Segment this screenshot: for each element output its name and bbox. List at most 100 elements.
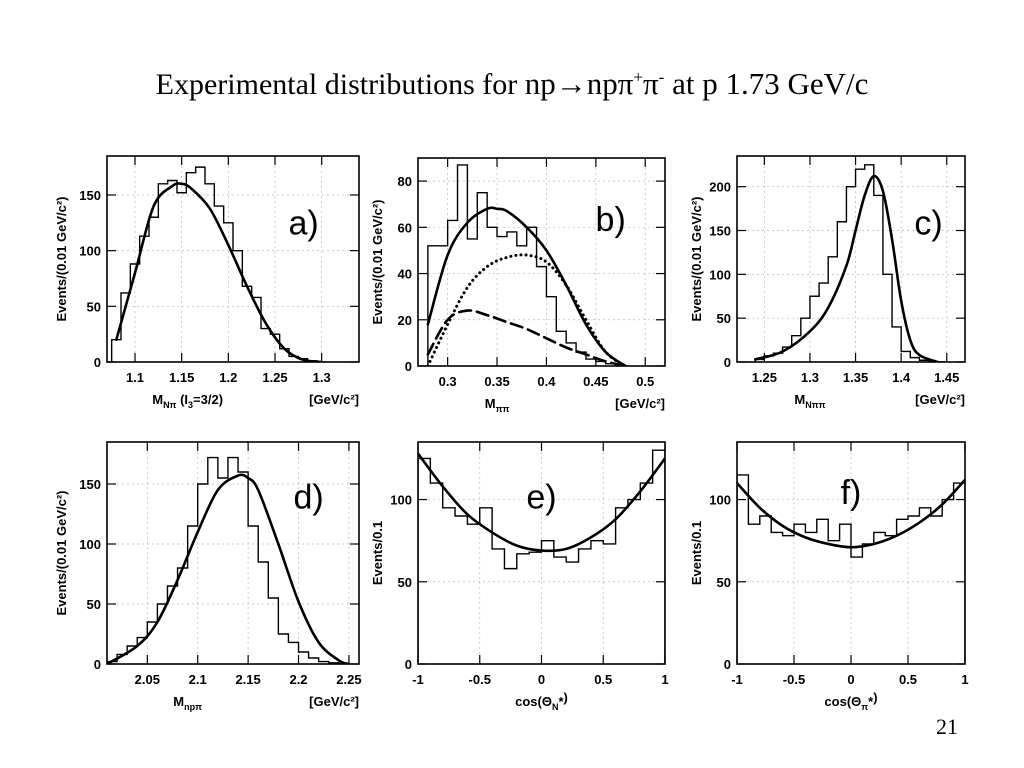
panel-label: a) bbox=[288, 204, 318, 242]
x-tick-label: 0.45 bbox=[583, 374, 608, 389]
y-tick-label: 0 bbox=[94, 657, 101, 672]
y-tick-label: 50 bbox=[717, 575, 731, 590]
x-axis-label: cos(Θπ*) bbox=[824, 690, 877, 712]
reaction-text: np→npπ bbox=[524, 66, 634, 101]
reaction-minus: - bbox=[658, 67, 665, 87]
x-tick-label: 1.4 bbox=[892, 370, 911, 385]
fit-curve-solid bbox=[737, 478, 965, 549]
y-tick-label: 50 bbox=[87, 597, 101, 612]
panel-c: 1.25 1.3 1.35 1.4 1.45 0 50 100 150 200 Events/(0.… bbox=[689, 155, 966, 410]
panel-e: -1 -0.5 0 0.5 1 0 50 100 Events/0.1 cos(ΘN*) e) bbox=[370, 441, 669, 712]
y-tick-label: 80 bbox=[398, 174, 412, 189]
x-axis-label: MNππ bbox=[794, 392, 825, 410]
y-tick-label: 100 bbox=[390, 493, 412, 508]
y-tick-label: 100 bbox=[709, 267, 731, 282]
page-number: 21 bbox=[936, 714, 958, 739]
x-label-mid: * bbox=[868, 694, 874, 709]
x-tick-label: 1.25 bbox=[752, 370, 777, 385]
x-label-main: cos(Θ bbox=[515, 694, 552, 709]
fit-curve-dashed bbox=[426, 309, 627, 366]
y-tick-label: 40 bbox=[398, 267, 412, 282]
y-tick-label: 0 bbox=[94, 355, 101, 370]
x-tick-label: 1.35 bbox=[843, 370, 868, 385]
x-label-main: M bbox=[152, 392, 163, 407]
panel-label: c) bbox=[914, 204, 942, 242]
fit-curve-solid bbox=[426, 206, 627, 366]
fit-curve-dotted bbox=[426, 253, 627, 366]
reaction-plus: + bbox=[633, 67, 643, 87]
y-tick-label: 150 bbox=[79, 188, 101, 203]
x-axis-unit: [GeV/c²] bbox=[309, 392, 359, 407]
y-tick-label: 60 bbox=[398, 220, 412, 235]
y-tick-label: 200 bbox=[709, 180, 731, 195]
fit-curve-solid bbox=[418, 452, 665, 553]
x-tick-label: 2.25 bbox=[336, 672, 361, 687]
x-tick-label: 2.15 bbox=[235, 672, 260, 687]
title-suffix: at p 1.73 GeV/c bbox=[672, 66, 869, 101]
plot-frame bbox=[106, 441, 360, 665]
x-tick-label: -1 bbox=[731, 672, 743, 687]
x-axis-label: cos(ΘN*) bbox=[515, 690, 568, 712]
panel-b: 0.3 0.35 0.4 0.45 0.5 0 20 40 60 80 Events/(0.01 G… bbox=[370, 157, 666, 414]
x-label-sub2: ) bbox=[873, 690, 877, 705]
y-tick-label: 50 bbox=[398, 575, 412, 590]
x-tick-label: 1 bbox=[661, 672, 668, 687]
y-axis-label: Events/0.1 bbox=[370, 521, 385, 585]
x-label-sub: ππ bbox=[496, 404, 510, 414]
panel-d: 2.05 2.1 2.15 2.2 2.25 0 50 100 150 Events/(0.01 … bbox=[54, 441, 362, 712]
y-tick-label: 0 bbox=[405, 359, 412, 374]
x-axis-label: Mππ bbox=[485, 396, 510, 414]
x-label-main: M bbox=[794, 392, 805, 407]
x-tick-label: 1.25 bbox=[262, 370, 287, 385]
y-tick-label: 50 bbox=[717, 311, 731, 326]
x-axis-label: Mnpπ bbox=[173, 694, 202, 712]
fit-curve-solid bbox=[107, 473, 351, 664]
x-tick-label: 0.4 bbox=[537, 374, 556, 389]
histogram bbox=[754, 164, 947, 362]
y-tick-label: 0 bbox=[724, 355, 731, 370]
fit-curve-solid bbox=[115, 182, 323, 362]
y-tick-label: 150 bbox=[709, 224, 731, 239]
x-label-sub: N bbox=[552, 702, 559, 712]
title-reaction: np→npπ+π- at p 1.73 GeV/c bbox=[525, 66, 869, 101]
panel-label: d) bbox=[293, 479, 323, 517]
x-axis-unit: [GeV/c²] bbox=[915, 392, 965, 407]
y-axis-label: Events/(0.01 GeV/c²) bbox=[54, 197, 69, 322]
x-label-mid: (I bbox=[176, 392, 188, 407]
x-tick-label: 1.2 bbox=[219, 370, 237, 385]
x-tick-label: -0.5 bbox=[783, 672, 805, 687]
y-tick-label: 100 bbox=[79, 537, 101, 552]
x-tick-label: 0.5 bbox=[594, 672, 612, 687]
x-label-sub2: ) bbox=[564, 690, 568, 705]
x-label-sub: π bbox=[861, 702, 868, 712]
x-label-main: cos(Θ bbox=[824, 694, 861, 709]
x-tick-label: -1 bbox=[412, 672, 424, 687]
slide-title: Experimental distributions for np→npπ+π-… bbox=[0, 66, 1024, 102]
x-tick-label: 0 bbox=[847, 672, 854, 687]
panel-label: f) bbox=[841, 474, 862, 512]
x-tick-label: 2.1 bbox=[189, 672, 207, 687]
x-tick-label: 1.3 bbox=[313, 370, 331, 385]
x-label-main: M bbox=[173, 694, 184, 709]
x-tick-label: 1.45 bbox=[934, 370, 959, 385]
x-axis-label: MNπ (I3=3/2) bbox=[152, 392, 223, 410]
plot-frame bbox=[736, 155, 966, 363]
histogram bbox=[427, 164, 626, 366]
y-axis-label: Events/(0.01 GeV/c²) bbox=[54, 491, 69, 616]
x-tick-label: 1.1 bbox=[126, 370, 144, 385]
x-label-mid: * bbox=[558, 694, 564, 709]
plot-frame bbox=[106, 155, 360, 363]
y-axis-label: Events/0.1 bbox=[689, 521, 704, 585]
x-tick-label: 1.3 bbox=[801, 370, 819, 385]
x-tick-label: 2.05 bbox=[135, 672, 160, 687]
panel-label: e) bbox=[526, 479, 556, 517]
x-tick-label: 0.5 bbox=[636, 374, 654, 389]
x-label-main: M bbox=[485, 396, 496, 411]
x-label-sub: Nππ bbox=[805, 400, 825, 410]
x-tick-label: 0.35 bbox=[484, 374, 509, 389]
x-tick-label: 0.5 bbox=[899, 672, 917, 687]
y-axis-label: Events/(0.01 GeV/c²) bbox=[689, 197, 704, 322]
fit-curve-solid bbox=[753, 174, 939, 362]
y-tick-label: 150 bbox=[79, 477, 101, 492]
